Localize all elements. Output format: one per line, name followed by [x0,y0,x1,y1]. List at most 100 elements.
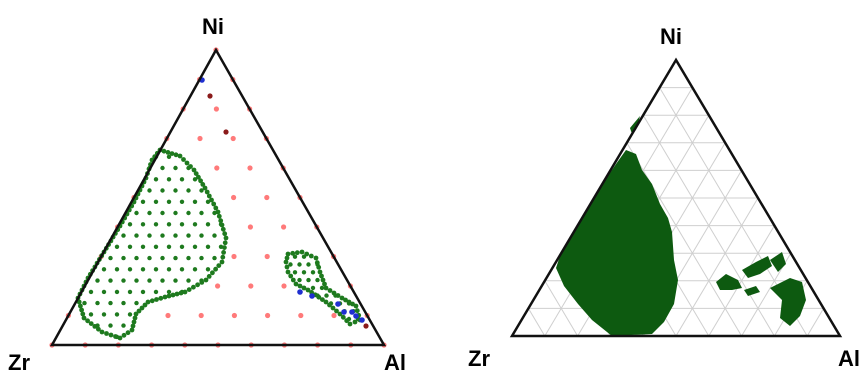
region-boundary-point [334,308,339,314]
region-point [160,165,165,171]
region-point [192,222,198,227]
region-boundary-point [293,281,299,287]
right-amorphous-regions [556,116,806,336]
grid-point [265,312,271,319]
left-special-points [199,77,369,329]
region-boundary-point [200,182,206,187]
region-point [95,323,100,328]
region-boundary-point [213,266,219,272]
grid-line [806,308,825,337]
region-point [173,255,178,261]
region-point [173,165,178,171]
region-boundary-point [121,332,127,338]
region-point [160,210,165,216]
region-boundary-point [221,250,227,255]
grid-line [626,142,743,337]
region-boundary-point [340,314,346,320]
region-boundary-point [323,299,329,305]
region-point [153,222,159,227]
region-point [297,277,302,283]
region-point [192,244,198,249]
grid-line [642,114,775,337]
region-point [127,289,133,295]
region-boundary-point [191,284,196,290]
region-point [140,222,146,227]
left-triangle-outline [49,47,387,347]
right-grid-lines [527,87,825,337]
left-vertex-label-right: Al [384,350,406,372]
right-vertex-label-top: Ni [660,24,682,49]
region-point [101,289,107,295]
region-point [179,244,185,249]
region-point [205,199,211,204]
region-boundary-point [78,303,83,309]
ternary-panel-right: Ni Zr Al [468,24,860,371]
region-boundary-point [81,315,87,321]
region-boundary-point [204,189,210,195]
region-boundary-point [177,153,183,159]
region-boundary-point [299,249,305,255]
region-point [301,285,307,291]
region-boundary-point [174,291,180,297]
grid-line [527,308,546,337]
region-boundary-point [313,255,319,261]
region-point [108,323,113,328]
region-point [292,270,298,275]
right-vertex-label-right: Al [838,346,860,371]
grid-point [298,312,304,319]
left-vertex-label-top: Ni [202,14,224,39]
region-point [134,278,139,283]
region-boundary-point [337,311,343,317]
region-point [121,255,126,261]
region-point [127,244,133,249]
region-boundary-point [154,297,159,302]
grid-point [231,194,237,201]
region-point [160,255,165,261]
region-point [166,154,172,159]
region-point [95,278,100,283]
region-boundary-point [99,329,105,335]
region-point [324,293,329,298]
region-boundary-point [139,305,145,311]
region-boundary-point [203,277,209,283]
region-boundary-point [142,302,148,308]
grid-point [281,224,287,230]
region-point [114,334,120,340]
region-point [301,254,307,259]
right-triangle-outline [509,57,843,338]
region-point [147,188,152,193]
region-point [121,300,126,306]
region-point [166,267,172,272]
amorphous-region [744,286,760,296]
region-boundary-point [186,287,192,292]
region-point [205,222,211,227]
region-boundary-point [288,273,294,279]
grid-point [264,194,270,201]
region-point [179,199,185,204]
left-vertex-label-left: Zr [8,350,30,372]
region-point [147,210,152,216]
region-point [108,255,113,261]
region-point [199,255,204,261]
region-point [315,262,320,267]
region-point [134,255,139,261]
region-boundary-point [130,323,136,329]
region-point [179,222,185,227]
amorphous-region [556,150,678,336]
dark-point [363,323,369,329]
region-point [153,267,159,272]
region-boundary-point [79,307,84,313]
region-boundary-point [222,231,228,237]
special-point [341,309,347,315]
region-point [212,210,217,216]
region-boundary-point [223,235,229,241]
region-point [160,278,165,283]
region-point [173,210,178,216]
grid-point [264,253,270,260]
special-point [297,289,303,295]
region-point [192,199,198,204]
region-boundary-point [165,150,171,155]
grid-point [331,312,337,319]
region-boundary-point [211,201,217,207]
region-point [140,267,146,272]
